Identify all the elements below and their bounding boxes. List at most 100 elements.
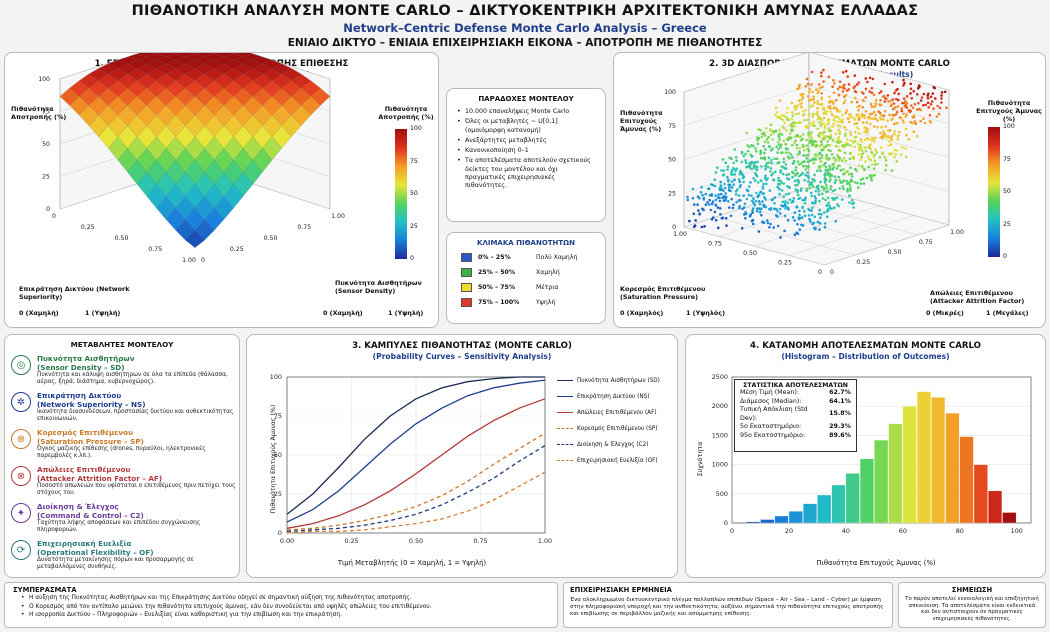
scatter-point: [874, 98, 878, 102]
scatter-point: [755, 149, 758, 153]
scatter-point: [732, 167, 735, 170]
scatter-point: [800, 98, 804, 101]
histogram-plot: 0 500 1000 1500 2000 2500 0 20 40 60 80 100: [712, 373, 1032, 535]
colorbar-tick: 50: [1003, 188, 1011, 195]
scatter-point: [787, 192, 791, 196]
scatter-point: [748, 185, 751, 188]
scatter-point: [825, 110, 829, 113]
y-tick-label: 50: [274, 451, 282, 459]
scatter-point: [806, 171, 809, 174]
scatter-point: [784, 151, 788, 154]
scatter-point: [759, 156, 763, 160]
surface-colorbar: [395, 129, 407, 259]
scatter-point: [796, 183, 799, 187]
scatter-point: [857, 164, 861, 167]
histogram-bar: [916, 391, 931, 524]
scatter-point: [867, 138, 871, 141]
scatter-point: [788, 156, 791, 160]
scatter-point: [776, 185, 779, 189]
scatter-plot: 0 0 0 25 0.25 0.25 50 0.50 0.50 75 0.75 0.75 100 1.00…: [664, 53, 964, 276]
scatter-point: [842, 179, 846, 182]
scatter-point: [848, 184, 852, 187]
scatter-point: [798, 150, 801, 153]
scatter-point: [829, 107, 832, 110]
scatter-point: [810, 213, 814, 217]
scatter-point: [815, 144, 819, 147]
scatter-point: [807, 165, 810, 168]
scatter-point: [806, 188, 809, 191]
scatter-point: [811, 143, 814, 147]
scatter-point: [863, 129, 866, 133]
curves-ylabel: Πιθανότητα Επιτυχούς Άμυνας (%): [270, 404, 277, 514]
scatter-point: [808, 124, 812, 128]
scatter-point: [823, 222, 827, 225]
scatter-point: [756, 195, 759, 199]
scatter-point: [832, 91, 836, 94]
scatter-point: [836, 123, 840, 127]
scatter-point: [897, 92, 900, 96]
scatter-point: [816, 102, 819, 105]
scatter-point: [784, 163, 788, 166]
scatter-point: [774, 170, 777, 174]
histogram-bar: [888, 423, 903, 524]
surface-xrange-low: 0 (Χαμηλή): [19, 309, 59, 317]
x-tick-label: 0: [52, 213, 56, 220]
assumption-item: 10.000 επαναλήψεις Monte Carlo: [457, 108, 599, 117]
scatter-point: [843, 151, 847, 155]
scatter-point: [810, 70, 814, 74]
scatter-point: [729, 189, 732, 193]
scatter-point: [838, 187, 842, 190]
scatter-point: [786, 185, 789, 188]
scatter-point: [737, 194, 741, 197]
scatter-point: [859, 182, 863, 185]
scatter-point: [764, 197, 767, 201]
scatter-point: [806, 153, 809, 157]
scatter-point: [731, 173, 735, 176]
scatter-point: [843, 125, 846, 129]
scatter-point: [890, 138, 894, 141]
scatter-point: [863, 168, 866, 172]
histogram-bar: [845, 473, 860, 524]
surface-plot: 0 25 50 75 100 1.00 0 0.75 0.25 0.50 0.50 0.25 0.75 0…: [38, 53, 345, 264]
scatter-point: [802, 113, 806, 116]
scatter-point: [763, 176, 767, 180]
stats-row: Μέση Τιμή (Mean): 62.7%: [738, 389, 853, 398]
scatter-point: [813, 124, 816, 128]
scatter-point: [895, 149, 899, 152]
scatter-point: [804, 196, 807, 199]
scatter-point: [824, 161, 827, 165]
scatter-point: [796, 171, 800, 175]
scatter-point: [791, 216, 795, 219]
scatter-point: [693, 224, 697, 227]
scatter-point: [861, 106, 865, 109]
scatter-point: [698, 196, 701, 200]
scatter-point: [786, 218, 790, 222]
header: ΠΙΘΑΝΟΤΙΚΗ ΑΝΑΛΥΣΗ MONTE CARLO – ΔΙΚΤΥΟΚ…: [0, 2, 1050, 51]
assumption-item: Όλες οι μεταβλητές ~ U[0,1] (ομοιόμορφη …: [457, 118, 599, 135]
scatter-point: [744, 152, 747, 156]
scatter-point: [888, 113, 891, 117]
scatter-point: [807, 113, 811, 116]
surface-cell: [242, 159, 263, 185]
scatter-point: [778, 207, 782, 211]
surface-cell: [185, 230, 205, 249]
scatter-point: [822, 106, 826, 110]
colorbar-tick: 100: [1003, 123, 1015, 130]
scatter-point: [778, 138, 781, 141]
scatter-point: [882, 117, 885, 121]
scatter-point: [874, 113, 877, 117]
y-tick-label: 25: [274, 490, 282, 498]
scatter-panel: 2. 3D ΔΙΑΣΠΟΡΑ ΑΠΟΤΕΛΕΣΜΑΤΩΝ MONTE CARLO…: [613, 52, 1046, 328]
scatter-point: [774, 113, 777, 117]
scatter-point: [791, 129, 794, 132]
scatter-point: [857, 109, 860, 112]
scatter-point: [820, 192, 824, 196]
surface-cell: [172, 53, 179, 55]
scatter-point: [764, 148, 767, 151]
scatter-point: [797, 99, 801, 102]
scatter-point: [912, 130, 916, 134]
scatter-point: [805, 77, 809, 81]
scatter-point: [845, 138, 849, 141]
scatter-point: [831, 163, 834, 166]
scatter-point: [833, 175, 837, 178]
